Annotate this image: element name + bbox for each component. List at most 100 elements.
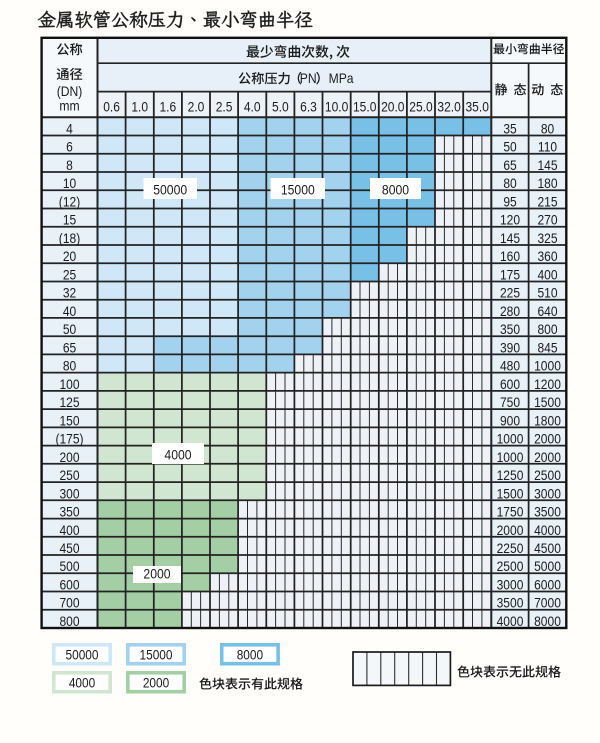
svg-text:5.0: 5.0 <box>272 98 289 114</box>
svg-text:2000: 2000 <box>143 674 169 690</box>
svg-text:32.0: 32.0 <box>437 98 460 114</box>
svg-text:1200: 1200 <box>534 376 561 392</box>
svg-text:145: 145 <box>500 230 520 246</box>
svg-text:145: 145 <box>537 157 557 173</box>
svg-text:800: 800 <box>59 613 79 629</box>
svg-text:100: 100 <box>59 376 79 392</box>
svg-text:1250: 1250 <box>497 467 524 483</box>
svg-text:700: 700 <box>59 595 79 611</box>
svg-text:10: 10 <box>63 175 76 191</box>
svg-text:2000: 2000 <box>497 522 524 538</box>
svg-text:480: 480 <box>500 358 520 374</box>
svg-text:510: 510 <box>537 285 557 301</box>
svg-text:4: 4 <box>66 121 73 137</box>
svg-text:4000: 4000 <box>497 613 524 629</box>
svg-text:175: 175 <box>500 267 520 283</box>
svg-text:225: 225 <box>500 285 520 301</box>
svg-text:3500: 3500 <box>534 504 561 520</box>
svg-text:15.0: 15.0 <box>353 98 376 114</box>
svg-text:6: 6 <box>66 139 73 155</box>
svg-text:50000: 50000 <box>66 646 99 662</box>
svg-text:2.0: 2.0 <box>188 98 205 114</box>
svg-text:2000: 2000 <box>143 566 170 582</box>
svg-text:15000: 15000 <box>281 182 315 198</box>
svg-text:110: 110 <box>538 139 557 155</box>
svg-text:1.6: 1.6 <box>159 98 176 114</box>
svg-text:1800: 1800 <box>534 412 561 428</box>
svg-text:160: 160 <box>500 248 520 264</box>
svg-text:7000: 7000 <box>534 595 561 611</box>
svg-text:8: 8 <box>66 157 73 173</box>
svg-text:2.5: 2.5 <box>216 98 233 114</box>
svg-text:50: 50 <box>63 321 76 337</box>
svg-text:(DN): (DN) <box>57 83 83 99</box>
svg-text:1000: 1000 <box>534 358 561 374</box>
svg-text:15: 15 <box>63 212 76 228</box>
svg-text:350: 350 <box>59 504 79 520</box>
svg-text:200: 200 <box>59 449 79 465</box>
svg-text:80: 80 <box>541 121 554 137</box>
svg-text:8000: 8000 <box>534 613 561 629</box>
svg-text:25: 25 <box>63 267 76 283</box>
svg-text:180: 180 <box>537 175 557 191</box>
svg-text:(175): (175) <box>55 431 83 447</box>
svg-text:350: 350 <box>500 321 520 337</box>
svg-text:65: 65 <box>503 157 516 173</box>
svg-text:40: 40 <box>63 303 76 319</box>
svg-text:5000: 5000 <box>534 558 561 574</box>
svg-text:4500: 4500 <box>534 540 561 556</box>
svg-text:270: 270 <box>537 212 557 228</box>
svg-text:32: 32 <box>63 285 76 301</box>
svg-text:600: 600 <box>59 577 79 593</box>
svg-text:6000: 6000 <box>534 577 561 593</box>
svg-text:1500: 1500 <box>497 485 524 501</box>
svg-text:4000: 4000 <box>534 522 561 538</box>
svg-text:mm: mm <box>59 98 79 114</box>
svg-text:2000: 2000 <box>534 431 561 447</box>
svg-text:6.3: 6.3 <box>300 98 317 114</box>
svg-text:4.0: 4.0 <box>244 98 261 114</box>
svg-text:150: 150 <box>59 412 79 428</box>
svg-text:65: 65 <box>63 340 76 356</box>
svg-text:280: 280 <box>500 303 520 319</box>
svg-text:250: 250 <box>59 467 79 483</box>
svg-text:2500: 2500 <box>497 558 524 574</box>
svg-text:8000: 8000 <box>382 182 409 198</box>
svg-text:390: 390 <box>500 340 520 356</box>
svg-text:800: 800 <box>537 321 557 337</box>
svg-text:300: 300 <box>59 485 79 501</box>
svg-text:(12): (12) <box>59 194 80 210</box>
svg-text:1750: 1750 <box>497 504 524 520</box>
svg-text:500: 500 <box>59 558 79 574</box>
svg-text:2000: 2000 <box>534 449 561 465</box>
svg-text:120: 120 <box>500 212 520 228</box>
svg-text:20: 20 <box>63 248 76 264</box>
svg-text:PN: PN <box>300 71 317 87</box>
svg-text:35.0: 35.0 <box>465 98 488 114</box>
svg-text:400: 400 <box>537 267 557 283</box>
svg-text:1000: 1000 <box>497 431 524 447</box>
svg-text:25.0: 25.0 <box>409 98 432 114</box>
svg-text:4000: 4000 <box>69 674 95 690</box>
svg-text:640: 640 <box>537 303 557 319</box>
svg-text:1.0: 1.0 <box>131 98 148 114</box>
svg-text:95: 95 <box>503 194 516 210</box>
svg-text:900: 900 <box>500 412 520 428</box>
svg-text:10.0: 10.0 <box>325 98 348 114</box>
svg-text:(18): (18) <box>59 230 80 246</box>
svg-text:35: 35 <box>503 121 516 137</box>
svg-text:400: 400 <box>59 522 79 538</box>
svg-text:845: 845 <box>537 340 557 356</box>
svg-text:750: 750 <box>500 394 520 410</box>
svg-text:MPa: MPa <box>329 71 355 87</box>
svg-text:80: 80 <box>63 358 76 374</box>
svg-text:2500: 2500 <box>534 467 561 483</box>
svg-text:3000: 3000 <box>497 577 524 593</box>
svg-text:325: 325 <box>537 230 557 246</box>
svg-text:3000: 3000 <box>534 485 561 501</box>
svg-text:4000: 4000 <box>164 447 191 463</box>
svg-text:450: 450 <box>59 540 79 556</box>
svg-text:8000: 8000 <box>237 646 263 662</box>
svg-text:125: 125 <box>59 394 79 410</box>
svg-text:20.0: 20.0 <box>381 98 404 114</box>
